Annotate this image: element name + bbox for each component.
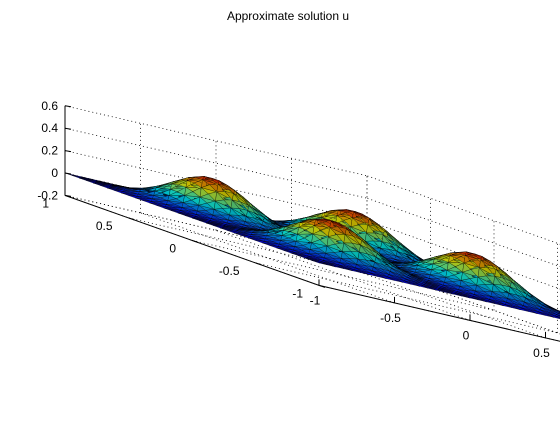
z-tick-mark [65, 106, 71, 107]
z-tick-label: -0.2 [37, 188, 58, 202]
y-tick-mark [192, 240, 198, 242]
y-tick-label: 0.5 [96, 219, 113, 233]
gridline [65, 106, 367, 176]
z-tick-label: 0.2 [41, 144, 58, 158]
y-tick-mark [256, 263, 262, 265]
y-tick-label: -0.5 [219, 264, 240, 278]
chart-title: Approximate solution u [227, 9, 349, 23]
x-tick-label: -1 [310, 293, 321, 307]
z-tick-mark [65, 128, 71, 129]
x-tick-label: 0 [463, 328, 470, 342]
y-tick-label: 0 [169, 241, 176, 255]
z-tick-label: 0 [51, 166, 58, 180]
x-tick-label: 0.5 [533, 346, 550, 360]
y-tick-mark [129, 218, 135, 220]
y-tick-label: -1 [292, 286, 303, 300]
z-tick-label: 0.4 [41, 121, 58, 135]
z-tick-mark [65, 195, 71, 196]
z-tick-mark [65, 151, 71, 152]
z-tick-label: 0.6 [41, 99, 58, 113]
z-tick-mark [65, 173, 71, 174]
surface-mesh [65, 173, 560, 333]
x-tick-label: -0.5 [380, 311, 401, 325]
